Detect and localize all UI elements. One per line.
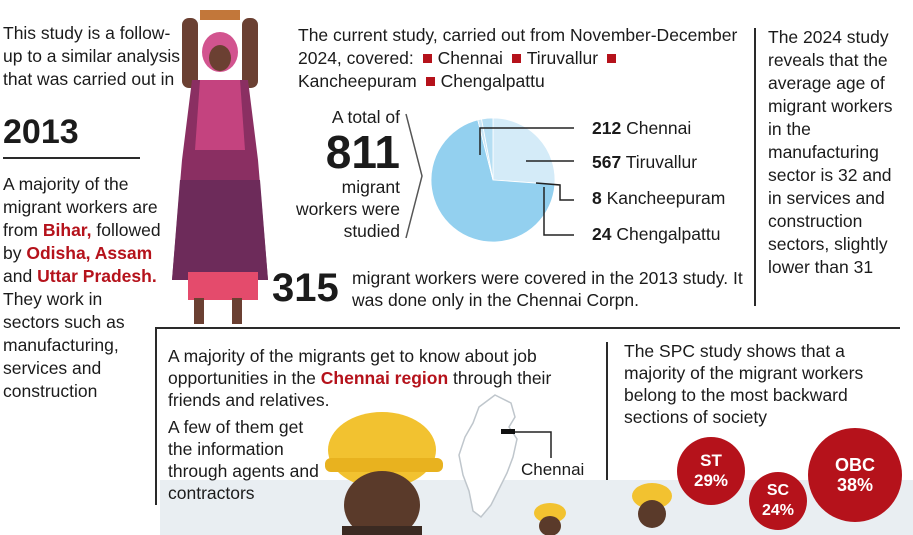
bubble-pct: 24% [761, 502, 795, 519]
state-bihar: Bihar, [42, 220, 92, 240]
pie-slice-chengalpattu [481, 117, 494, 181]
woman-worker-illustration [172, 10, 268, 324]
chennai-region-highlight: Chennai region [320, 368, 449, 388]
bullet-icon [425, 77, 435, 87]
bubble-label: ST [700, 451, 722, 470]
study-2013-number: 315 [272, 266, 339, 310]
right-divider [754, 28, 756, 306]
district-chengalpattu: Chengalpattu [440, 71, 545, 91]
legend-value: 212 [592, 118, 622, 138]
legend-value: 567 [592, 152, 622, 172]
bubble-pct: 38% [836, 475, 874, 495]
total-suffix: migrant workers were studied [295, 177, 400, 241]
followed-by: followed by [3, 220, 161, 263]
bottom-mid-divider [606, 342, 608, 514]
legend-tiruvallur: 567 Tiruvallur [592, 152, 697, 173]
left-divider [3, 157, 140, 159]
pie-slice-chennai [492, 117, 556, 185]
pie-slice-tiruvallur [430, 119, 556, 243]
job-info-b: through their friends and relatives. [168, 368, 552, 410]
legend-value: 8 [592, 188, 602, 208]
bullet-icon [511, 54, 521, 64]
study-period: The current study, carried out from Nove… [298, 25, 738, 68]
bullet-icon [606, 54, 616, 64]
district-chennai: Chennai [437, 48, 503, 68]
state-odisha-assam: Odisha, Assam [26, 243, 153, 263]
legend-label: Chengalpattu [616, 224, 721, 244]
legend-value: 24 [592, 224, 612, 244]
legend-chennai: 212 Chennai [592, 118, 691, 139]
intro-text: This study is a follow-up to a similar a… [3, 23, 181, 89]
spc-study-text: The SPC study shows that a majority of t… [624, 341, 864, 427]
migrant-origin-text: A majority of the migrant workers are fr… [3, 173, 163, 403]
bottom-left-divider [155, 327, 157, 505]
bubble-label: OBC [835, 455, 875, 475]
legend-chengalpattu: 24 Chengalpattu [592, 224, 720, 245]
bubble-label: SC [766, 482, 790, 499]
legend-kancheepuram: 8 Kancheepuram [592, 188, 725, 209]
map-pointer-line [515, 431, 552, 458]
and-word: and [3, 266, 33, 286]
legend-label: Kancheepuram [606, 188, 726, 208]
bottom-divider [155, 327, 900, 329]
bubble-sc: SC 24% [749, 472, 807, 530]
bubble-pct: 29% [693, 471, 729, 490]
agents-text: A few of them get the information throug… [168, 417, 319, 503]
job-info-text: A majority of the migrants get to know a… [168, 345, 603, 411]
job-info-a: A majority of the migrants get to know a… [168, 346, 537, 388]
bubble-obc: OBC 38% [808, 428, 902, 522]
year-2013: 2013 [3, 113, 79, 151]
current-study-text: The current study, carried out from Nove… [298, 24, 738, 93]
legend-label: Chennai [626, 118, 692, 138]
tamil-nadu-map [458, 394, 518, 519]
map-label-chennai: Chennai [519, 460, 587, 480]
district-kancheepuram: Kancheepuram [298, 71, 417, 91]
study-2013-text: migrant workers were covered in the 2013… [352, 268, 743, 310]
origin-prefix: A majority of the migrant workers are fr… [3, 174, 158, 240]
legend-label: Tiruvallur [625, 152, 698, 172]
brace-icon [405, 113, 423, 239]
average-age-text: The 2024 study reveals that the average … [768, 27, 893, 277]
district-tiruvallur: Tiruvallur [526, 48, 599, 68]
sectors-text: They work in sectors such as manufacturi… [3, 289, 125, 401]
bubble-st: ST 29% [677, 437, 745, 505]
state-up: Uttar Pradesh. [37, 266, 157, 286]
total-number: 811 [325, 126, 400, 178]
pie-leader-lines [479, 127, 574, 236]
pie-chart [430, 117, 556, 243]
total-prefix: A total of [331, 107, 400, 127]
bullet-icon [422, 54, 432, 64]
